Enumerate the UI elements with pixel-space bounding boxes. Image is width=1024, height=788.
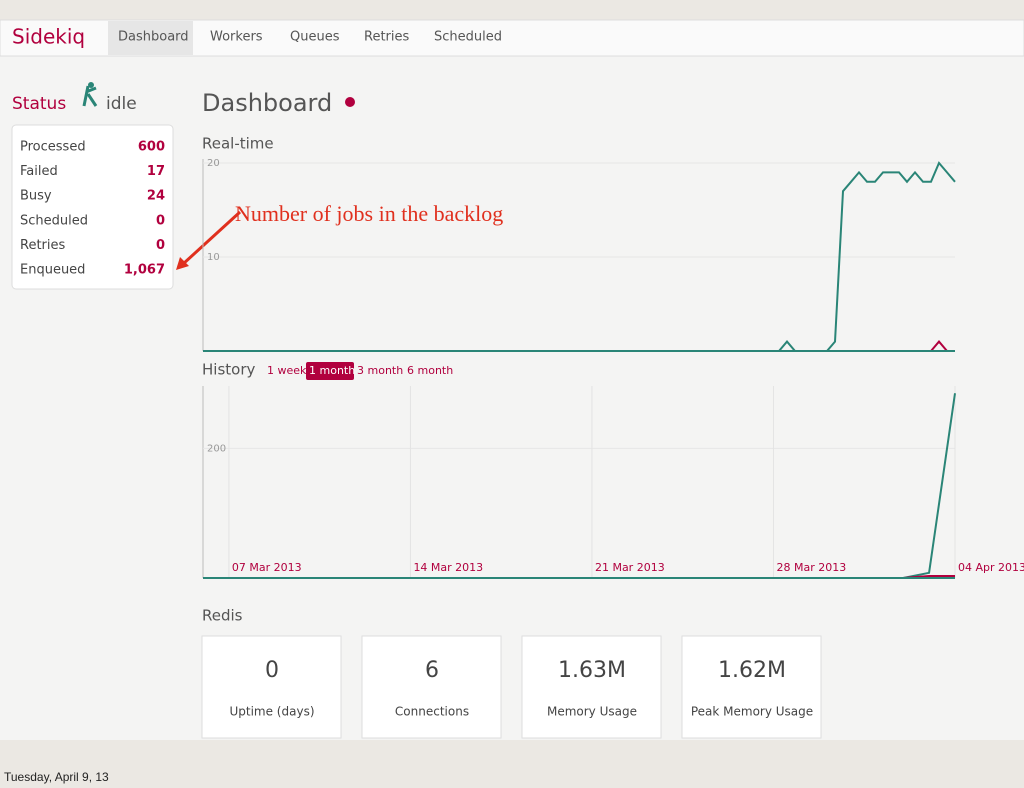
nav-item[interactable]: Retries (364, 30, 409, 45)
x-tick-label: 14 Mar 2013 (413, 561, 483, 574)
status-state: idle (106, 94, 137, 114)
redis-label: Uptime (days) (229, 705, 314, 719)
stat-label: Busy (20, 189, 52, 204)
stat-label: Enqueued (20, 263, 85, 278)
heading: Dashboard (202, 89, 332, 117)
redis-value: 1.62M (718, 658, 786, 683)
stat-value: 0 (156, 213, 165, 228)
stat-value: 1,067 (124, 263, 165, 278)
nav-item[interactable]: Dashboard (118, 30, 189, 45)
redis-value: 0 (265, 658, 279, 683)
nav-items: Dashboard Workers Queues Retries Scheduled (108, 21, 502, 55)
stat-label: Retries (20, 238, 65, 253)
redis-card (361, 635, 502, 739)
stat-value: 17 (147, 164, 165, 179)
x-tick-label: 28 Mar 2013 (776, 561, 846, 574)
y-tick-label: 20 (207, 158, 220, 169)
redis-card (521, 635, 662, 739)
nav-active-bg (108, 21, 193, 55)
annotation-arrow (181, 210, 242, 266)
chart-title: History (202, 361, 255, 379)
y-tick-label: 200 (207, 443, 226, 454)
range-tab[interactable]: 3 month (357, 364, 403, 377)
x-tick-label: 04 Apr 2013 (958, 561, 1024, 574)
redis-card (201, 635, 342, 739)
status-icon (82, 85, 98, 107)
annotation-arrowhead (176, 257, 189, 270)
stat-value: 24 (147, 189, 165, 204)
redis-card (681, 635, 822, 739)
chart-title: Real-time (202, 135, 274, 153)
range-tab[interactable]: 1 month (309, 364, 355, 377)
stat-label: Scheduled (20, 213, 88, 228)
stats: Processed 600 Failed 17 Busy 24 Scheduled 0 Retr… (20, 140, 165, 278)
stat-value: 600 (138, 140, 165, 155)
range-tab[interactable]: 1 week (267, 364, 307, 377)
stats-box (11, 124, 174, 290)
charts: Real-time 10 20 History 200 07 Mar 2013 14 Mar… (202, 135, 1024, 579)
x-tick-label: 07 Mar 2013 (232, 561, 302, 574)
y-tick-label: 10 (207, 252, 220, 263)
redis-label: Peak Memory Usage (691, 705, 813, 719)
x-tick-label: 21 Mar 2013 (595, 561, 665, 574)
stat-value: 0 (156, 238, 165, 253)
stat-label: Failed (20, 164, 58, 179)
redis: Redis 0 Uptime (days) 6 Connections 1.63M Memo… (201, 607, 822, 739)
nav-item[interactable]: Workers (210, 30, 263, 45)
status-label: Status (12, 94, 66, 114)
annotation: Number of jobs in the backlog (235, 201, 503, 226)
live-dot (345, 97, 355, 107)
stat-label: Processed (20, 140, 86, 155)
status-icon-head (88, 82, 94, 88)
redis-value: 6 (425, 658, 439, 683)
range-tab-active (306, 362, 354, 380)
nav-item[interactable]: Scheduled (434, 30, 502, 45)
redis-label: Connections (395, 705, 469, 719)
redis-title: Redis (202, 607, 243, 625)
footer-date: Tuesday, April 9, 13 (4, 770, 109, 784)
redis-value: 1.63M (558, 658, 626, 683)
brand[interactable]: Sidekiq (12, 25, 85, 49)
redis-label: Memory Usage (547, 705, 637, 719)
nav-item[interactable]: Queues (290, 30, 340, 45)
range-tab[interactable]: 6 month (407, 364, 453, 377)
